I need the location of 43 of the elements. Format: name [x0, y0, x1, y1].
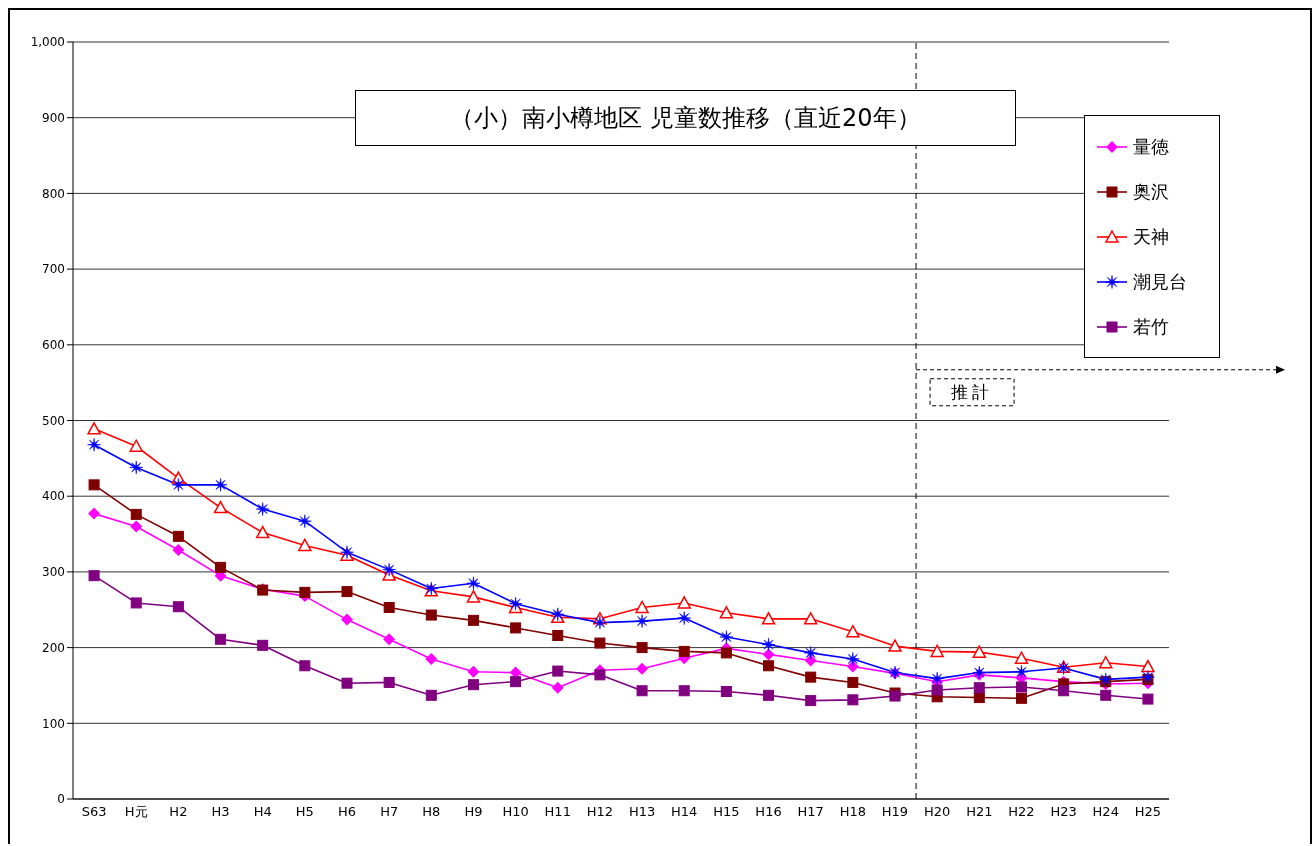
y-tick-label: 400	[42, 489, 65, 504]
x-tick-label: H11	[544, 804, 571, 820]
legend-label: 潮見台	[1133, 269, 1187, 294]
x-tick-label: H25	[1134, 804, 1162, 820]
x-tick-label: H21	[966, 804, 993, 820]
ref-line-label: 推計	[951, 381, 994, 402]
y-tick-label: 900	[42, 110, 65, 125]
x-tick-label: H12	[586, 804, 614, 820]
x-tick-label: H元	[124, 804, 148, 820]
y-tick-label: 200	[42, 640, 65, 655]
x-tick-label: H7	[380, 804, 399, 820]
x-tick-label: H19	[881, 804, 909, 820]
y-tick-label: 800	[42, 186, 65, 201]
x-tick-label: H23	[1050, 804, 1077, 820]
y-tick-label: 1,000	[30, 35, 65, 50]
x-tick-label: H16	[755, 804, 782, 820]
x-tick-label: H22	[1008, 804, 1035, 820]
x-tick-label: H10	[502, 804, 529, 820]
x-tick-label: H18	[839, 804, 867, 820]
y-tick-label: 300	[42, 565, 65, 580]
legend-label: 若竹	[1133, 314, 1169, 339]
x-tick-label: H24	[1092, 804, 1119, 820]
x-tick-label: H14	[671, 804, 698, 820]
x-tick-label: H9	[464, 804, 483, 820]
y-tick-label: 600	[42, 338, 65, 353]
y-tick-label: 500	[42, 413, 65, 428]
legend-label: 量徳	[1133, 134, 1169, 159]
x-tick-label: H2	[169, 804, 188, 820]
x-tick-label: H20	[923, 804, 951, 820]
x-tick-label: S63	[81, 804, 107, 820]
y-tick-label: 0	[57, 792, 65, 807]
x-tick-label: H13	[628, 804, 656, 820]
x-tick-label: H4	[253, 804, 272, 820]
y-tick-label: 700	[42, 262, 65, 277]
y-tick-label: 100	[42, 716, 65, 731]
x-tick-label: H3	[211, 804, 230, 820]
x-tick-label: H15	[713, 804, 740, 820]
legend-label: 天神	[1133, 224, 1169, 249]
legend-label: 奥沢	[1133, 179, 1169, 204]
x-tick-label: H5	[295, 804, 314, 820]
x-tick-label: H6	[337, 804, 357, 820]
x-tick-label: H8	[422, 804, 441, 820]
x-tick-label: H17	[797, 804, 824, 820]
